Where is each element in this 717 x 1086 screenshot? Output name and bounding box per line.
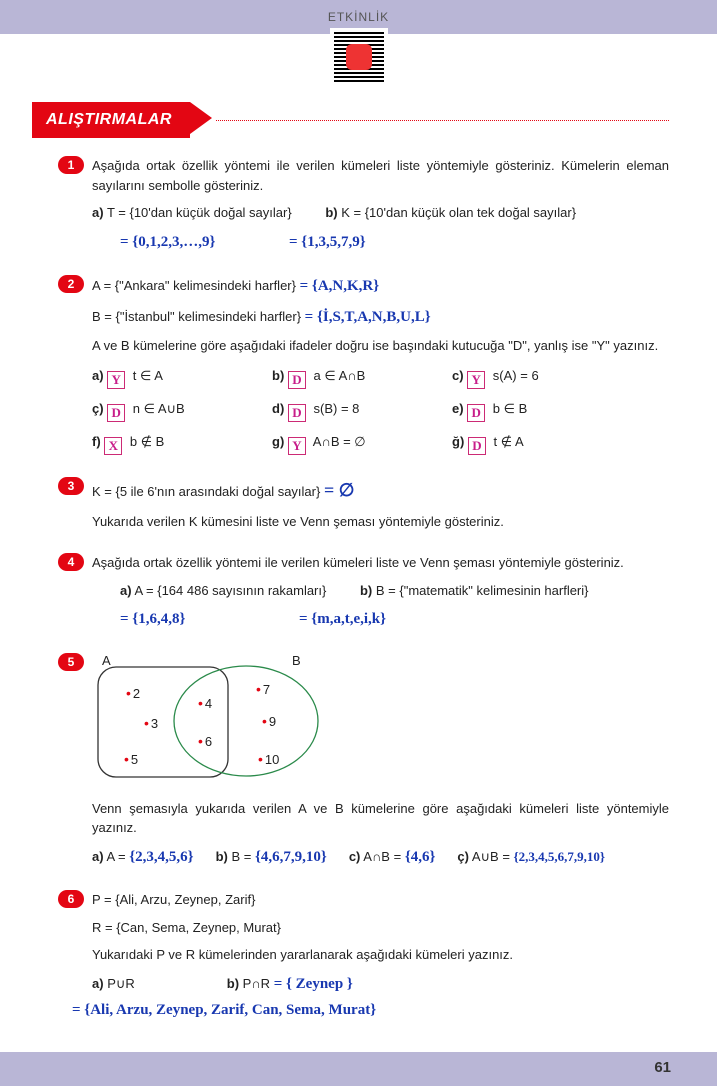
qnum-3: 3	[58, 477, 84, 495]
etkinlik-label: ETKİNLİK	[0, 8, 717, 26]
q6b-l: b)	[227, 976, 239, 991]
etkinlik-block: ETKİNLİK	[0, 0, 717, 86]
q6b-t: P∩R	[243, 976, 270, 991]
qr-code-icon	[330, 28, 388, 86]
q2-grid: a) Y t ∈ Ab) D a ∈ A∩Bc) Y s(A) = 6 ç) D …	[92, 366, 669, 455]
q2-cell: g) Y A∩B = ∅	[272, 432, 452, 455]
q2-cell: ç) D n ∈ A∪B	[92, 399, 272, 422]
q5d-h: {2,3,4,5,6,7,9,10}	[514, 849, 606, 864]
q5c-l: c)	[349, 849, 361, 864]
q6a-t: P∪R	[107, 976, 135, 991]
section-banner: ALIŞTIRMALAR	[32, 102, 669, 138]
q2-cell: e) D b ∈ B	[452, 399, 632, 422]
q6-P: P = {Ali, Arzu, Zeynep, Zarif}	[92, 890, 669, 910]
page-number: 61	[654, 1057, 671, 1080]
q5d-l: ç)	[457, 849, 469, 864]
q2-cell: a) Y t ∈ A	[92, 366, 272, 389]
q2-lineA: A = {"Ankara" kelimesindeki harfler}	[92, 278, 296, 293]
q2-cell: f) X b ∉ B	[92, 432, 272, 455]
qnum-4: 4	[58, 553, 84, 571]
q5-desc: Venn şemasıyla yukarıda verilen A ve B k…	[92, 799, 669, 838]
venn-label-a: A	[102, 651, 111, 671]
qnum-2: 2	[58, 275, 84, 293]
q4-hand-b: = {m,a,t,e,i,k}	[299, 611, 386, 627]
q2-handA: = {A,N,K,R}	[300, 278, 380, 294]
q4-hand-a: = {1,6,4,8}	[120, 611, 185, 627]
q5-answers: a) A = {2,3,4,5,6} b) B = {4,6,7,9,10} c…	[92, 846, 669, 869]
q3-line: K = {5 ile 6'nın arasındaki doğal sayıla…	[92, 484, 320, 499]
venn-dot: 5	[124, 749, 138, 770]
q5a-h: {2,3,4,5,6}	[129, 849, 193, 865]
q6-R: R = {Can, Sema, Zeynep, Murat}	[92, 918, 669, 938]
banner-title: ALIŞTIRMALAR	[32, 102, 190, 138]
q5c-h: {4,6}	[405, 849, 436, 865]
dotted-line	[216, 120, 669, 121]
venn-dot: 6	[198, 731, 212, 752]
q2-cell: b) D a ∈ A∩B	[272, 366, 452, 389]
q2-lineB: B = {"İstanbul" kelimesindeki harfler}	[92, 309, 301, 324]
q2-cell: c) Y s(A) = 6	[452, 366, 632, 389]
q5b-t: B =	[232, 849, 252, 864]
q2-handB: = {İ,S,T,A,N,B,U,L}	[305, 309, 431, 325]
qnum-6: 6	[58, 890, 84, 908]
question-6: 6 P = {Ali, Arzu, Zeynep, Zarif} R = {Ca…	[62, 890, 669, 1022]
question-3: 3 K = {5 ile 6'nın arasındaki doğal sayı…	[62, 477, 669, 532]
venn-dot: 9	[262, 711, 276, 732]
q3-hand: = ∅	[324, 480, 354, 500]
venn-dot: 3	[144, 713, 158, 734]
q5a-t: A =	[106, 849, 125, 864]
question-4: 4 Aşağıda ortak özellik yöntemi ile veri…	[62, 553, 669, 631]
q4a-label: a)	[120, 583, 132, 598]
venn-dot: 4	[198, 693, 212, 714]
q6-desc: Yukarıdaki P ve R kümelerinden yararlana…	[92, 945, 669, 965]
q5d-t: A∪B =	[472, 849, 510, 864]
question-1: 1 Aşağıda ortak özellik yöntemi ile veri…	[62, 156, 669, 253]
q1a-label: a)	[92, 205, 104, 220]
venn-diagram: A B 235 4 6 7 9 10	[86, 653, 356, 793]
question-2: 2 A = {"Ankara" kelimesindeki harfler} =…	[62, 275, 669, 455]
q4b-text: B = {"matematik" kelimesinin harfleri}	[376, 583, 589, 598]
q5a-l: a)	[92, 849, 104, 864]
q2-cell: d) D s(B) = 8	[272, 399, 452, 422]
q4-prompt: Aşağıda ortak özellik yöntemi ile verile…	[92, 553, 669, 573]
q6b-h: = { Zeynep }	[274, 976, 353, 992]
page-footer: 61	[0, 1052, 717, 1086]
q1a-text: T = {10'dan küçük doğal sayılar}	[107, 205, 292, 220]
q5b-h: {4,6,7,9,10}	[255, 849, 327, 865]
q5c-t: A∩B =	[363, 849, 401, 864]
q2-cell: ğ) D t ∉ A	[452, 432, 632, 455]
q1-hand-b: = {1,3,5,7,9}	[289, 234, 366, 250]
q4b-label: b)	[360, 583, 372, 598]
q1b-text: K = {10'dan küçük olan tek doğal sayılar…	[341, 205, 576, 220]
q6a-h: = {Ali, Arzu, Zeynep, Zarif, Can, Sema, …	[72, 999, 669, 1022]
qnum-1: 1	[58, 156, 84, 174]
q4a-text: A = {164 486 sayısının rakamları}	[134, 583, 326, 598]
q1-hand-a: = {0,1,2,3,…,9}	[120, 234, 215, 250]
question-5: 5 A B 235 4 6 7 9 10 Venn şemasıyla yukarıda …	[62, 653, 669, 869]
q6a-l: a)	[92, 976, 104, 991]
venn-dot: 2	[126, 683, 140, 704]
venn-dot: 10	[258, 749, 279, 770]
venn-label-b: B	[292, 651, 301, 671]
q2-desc: A ve B kümelerine göre aşağıdaki ifadele…	[92, 336, 669, 356]
qnum-5: 5	[58, 653, 84, 671]
q3-desc: Yukarıda verilen K kümesini liste ve Ven…	[92, 512, 669, 532]
q5b-l: b)	[216, 849, 228, 864]
q1b-label: b)	[325, 205, 337, 220]
venn-dot: 7	[256, 679, 270, 700]
q1-prompt: Aşağıda ortak özellik yöntemi ile verile…	[92, 156, 669, 195]
